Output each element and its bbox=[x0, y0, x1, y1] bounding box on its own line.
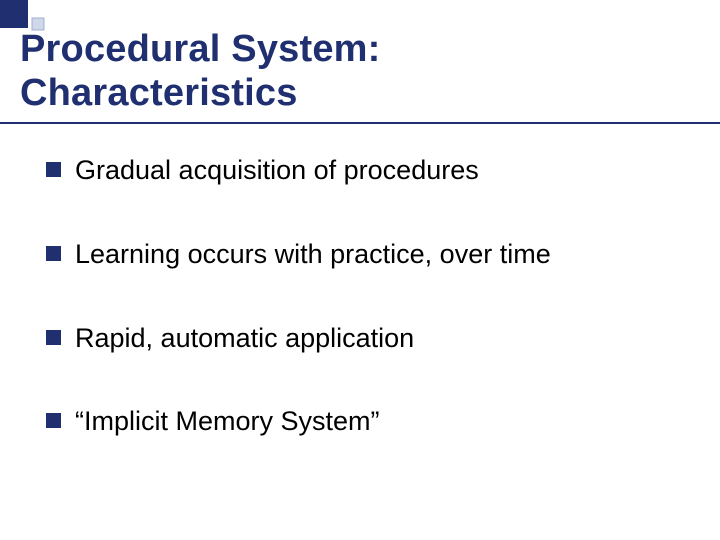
title-line-2: Characteristics bbox=[20, 72, 298, 114]
bullet-text: Gradual acquisition of procedures bbox=[75, 154, 479, 188]
list-item: “Implicit Memory System” bbox=[46, 405, 690, 439]
bullet-text: Learning occurs with practice, over time bbox=[75, 238, 551, 272]
bullet-text: “Implicit Memory System” bbox=[75, 405, 380, 439]
bullet-list: Gradual acquisition of procedures Learni… bbox=[46, 154, 690, 439]
slide: Procedural System: Characteristics Gradu… bbox=[0, 0, 720, 540]
slide-title: Procedural System: Characteristics bbox=[20, 28, 700, 115]
bullet-square-icon bbox=[46, 330, 61, 345]
decor-large-square bbox=[0, 0, 28, 28]
title-underline bbox=[0, 122, 720, 124]
bullet-square-icon bbox=[46, 162, 61, 177]
list-item: Learning occurs with practice, over time bbox=[46, 238, 690, 272]
list-item: Rapid, automatic application bbox=[46, 322, 690, 356]
title-line-1: Procedural System: bbox=[20, 28, 381, 70]
title-block: Procedural System: Characteristics bbox=[20, 28, 700, 115]
bullet-text: Rapid, automatic application bbox=[75, 322, 414, 356]
bullet-square-icon bbox=[46, 246, 61, 261]
bullet-square-icon bbox=[46, 413, 61, 428]
list-item: Gradual acquisition of procedures bbox=[46, 154, 690, 188]
